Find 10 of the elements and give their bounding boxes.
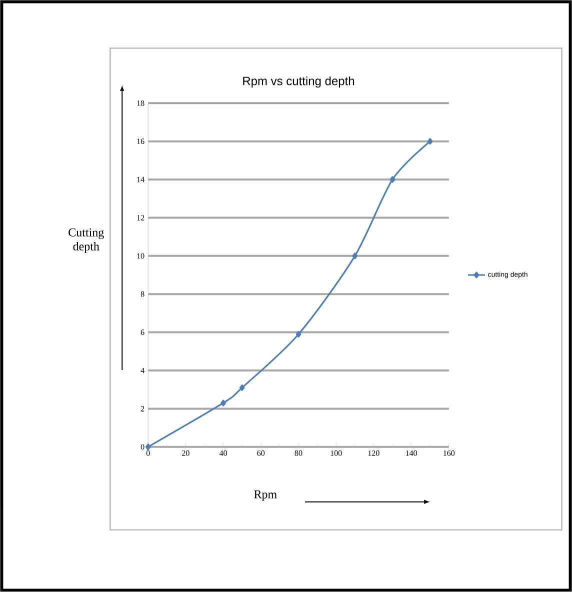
point bbox=[390, 176, 396, 183]
x-axis-title: Rpm bbox=[254, 490, 277, 501]
point bbox=[239, 384, 245, 391]
point bbox=[145, 444, 151, 450]
point bbox=[296, 330, 302, 338]
chart-title: Rpm vs cutting depth bbox=[243, 76, 354, 88]
point bbox=[220, 400, 226, 406]
y-axis-title: Cutting depth bbox=[68, 228, 104, 253]
point bbox=[352, 252, 358, 260]
point bbox=[427, 138, 433, 145]
